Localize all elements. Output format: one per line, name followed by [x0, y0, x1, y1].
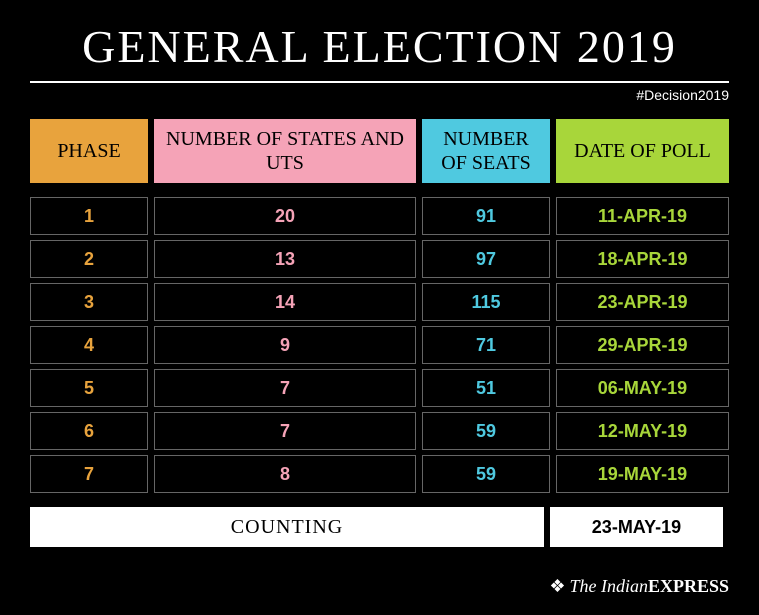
table-row: 1209111-APR-19 — [30, 197, 729, 235]
table-body: 1209111-APR-192139718-APR-1931411523-APR… — [30, 197, 729, 493]
cell-states: 13 — [154, 240, 416, 278]
header-states: NUMBER OF STATES AND UTS — [154, 119, 416, 183]
cell-states: 14 — [154, 283, 416, 321]
cell-states: 20 — [154, 197, 416, 235]
cell-states: 7 — [154, 369, 416, 407]
table-row: 2139718-APR-19 — [30, 240, 729, 278]
header-date: DATE OF POLL — [556, 119, 729, 183]
cell-phase: 2 — [30, 240, 148, 278]
cell-phase: 1 — [30, 197, 148, 235]
cell-phase: 3 — [30, 283, 148, 321]
table-header-row: PHASE NUMBER OF STATES AND UTS NUMBER OF… — [30, 119, 729, 183]
footer-counting-label: COUNTING — [30, 507, 544, 547]
cell-date: 11-APR-19 — [556, 197, 729, 235]
cell-date: 29-APR-19 — [556, 326, 729, 364]
cell-date: 18-APR-19 — [556, 240, 729, 278]
cell-date: 19-MAY-19 — [556, 455, 729, 493]
cell-seats: 97 — [422, 240, 550, 278]
header-seats: NUMBER OF SEATS — [422, 119, 550, 183]
table-row: 785919-MAY-19 — [30, 455, 729, 493]
cell-seats: 71 — [422, 326, 550, 364]
table-row: 675912-MAY-19 — [30, 412, 729, 450]
source-icon: ❖ — [549, 576, 565, 596]
source-attribution: ❖The IndianEXPRESS — [549, 576, 729, 597]
source-prefix: The Indian — [569, 576, 648, 596]
title-divider — [30, 81, 729, 83]
footer-counting-date: 23-MAY-19 — [550, 507, 723, 547]
page-title: GENERAL ELECTION 2019 — [30, 20, 729, 73]
cell-seats: 115 — [422, 283, 550, 321]
election-table: PHASE NUMBER OF STATES AND UTS NUMBER OF… — [30, 119, 729, 547]
cell-seats: 59 — [422, 455, 550, 493]
cell-date: 06-MAY-19 — [556, 369, 729, 407]
cell-states: 7 — [154, 412, 416, 450]
cell-date: 23-APR-19 — [556, 283, 729, 321]
table-row: 497129-APR-19 — [30, 326, 729, 364]
cell-seats: 91 — [422, 197, 550, 235]
cell-phase: 7 — [30, 455, 148, 493]
cell-phase: 4 — [30, 326, 148, 364]
table-footer-row: COUNTING 23-MAY-19 — [30, 507, 729, 547]
cell-date: 12-MAY-19 — [556, 412, 729, 450]
cell-phase: 5 — [30, 369, 148, 407]
cell-phase: 6 — [30, 412, 148, 450]
table-row: 575106-MAY-19 — [30, 369, 729, 407]
cell-seats: 59 — [422, 412, 550, 450]
hashtag-label: #Decision2019 — [30, 87, 729, 103]
header-phase: PHASE — [30, 119, 148, 183]
cell-states: 8 — [154, 455, 416, 493]
table-row: 31411523-APR-19 — [30, 283, 729, 321]
cell-seats: 51 — [422, 369, 550, 407]
source-suffix: EXPRESS — [648, 576, 729, 596]
cell-states: 9 — [154, 326, 416, 364]
